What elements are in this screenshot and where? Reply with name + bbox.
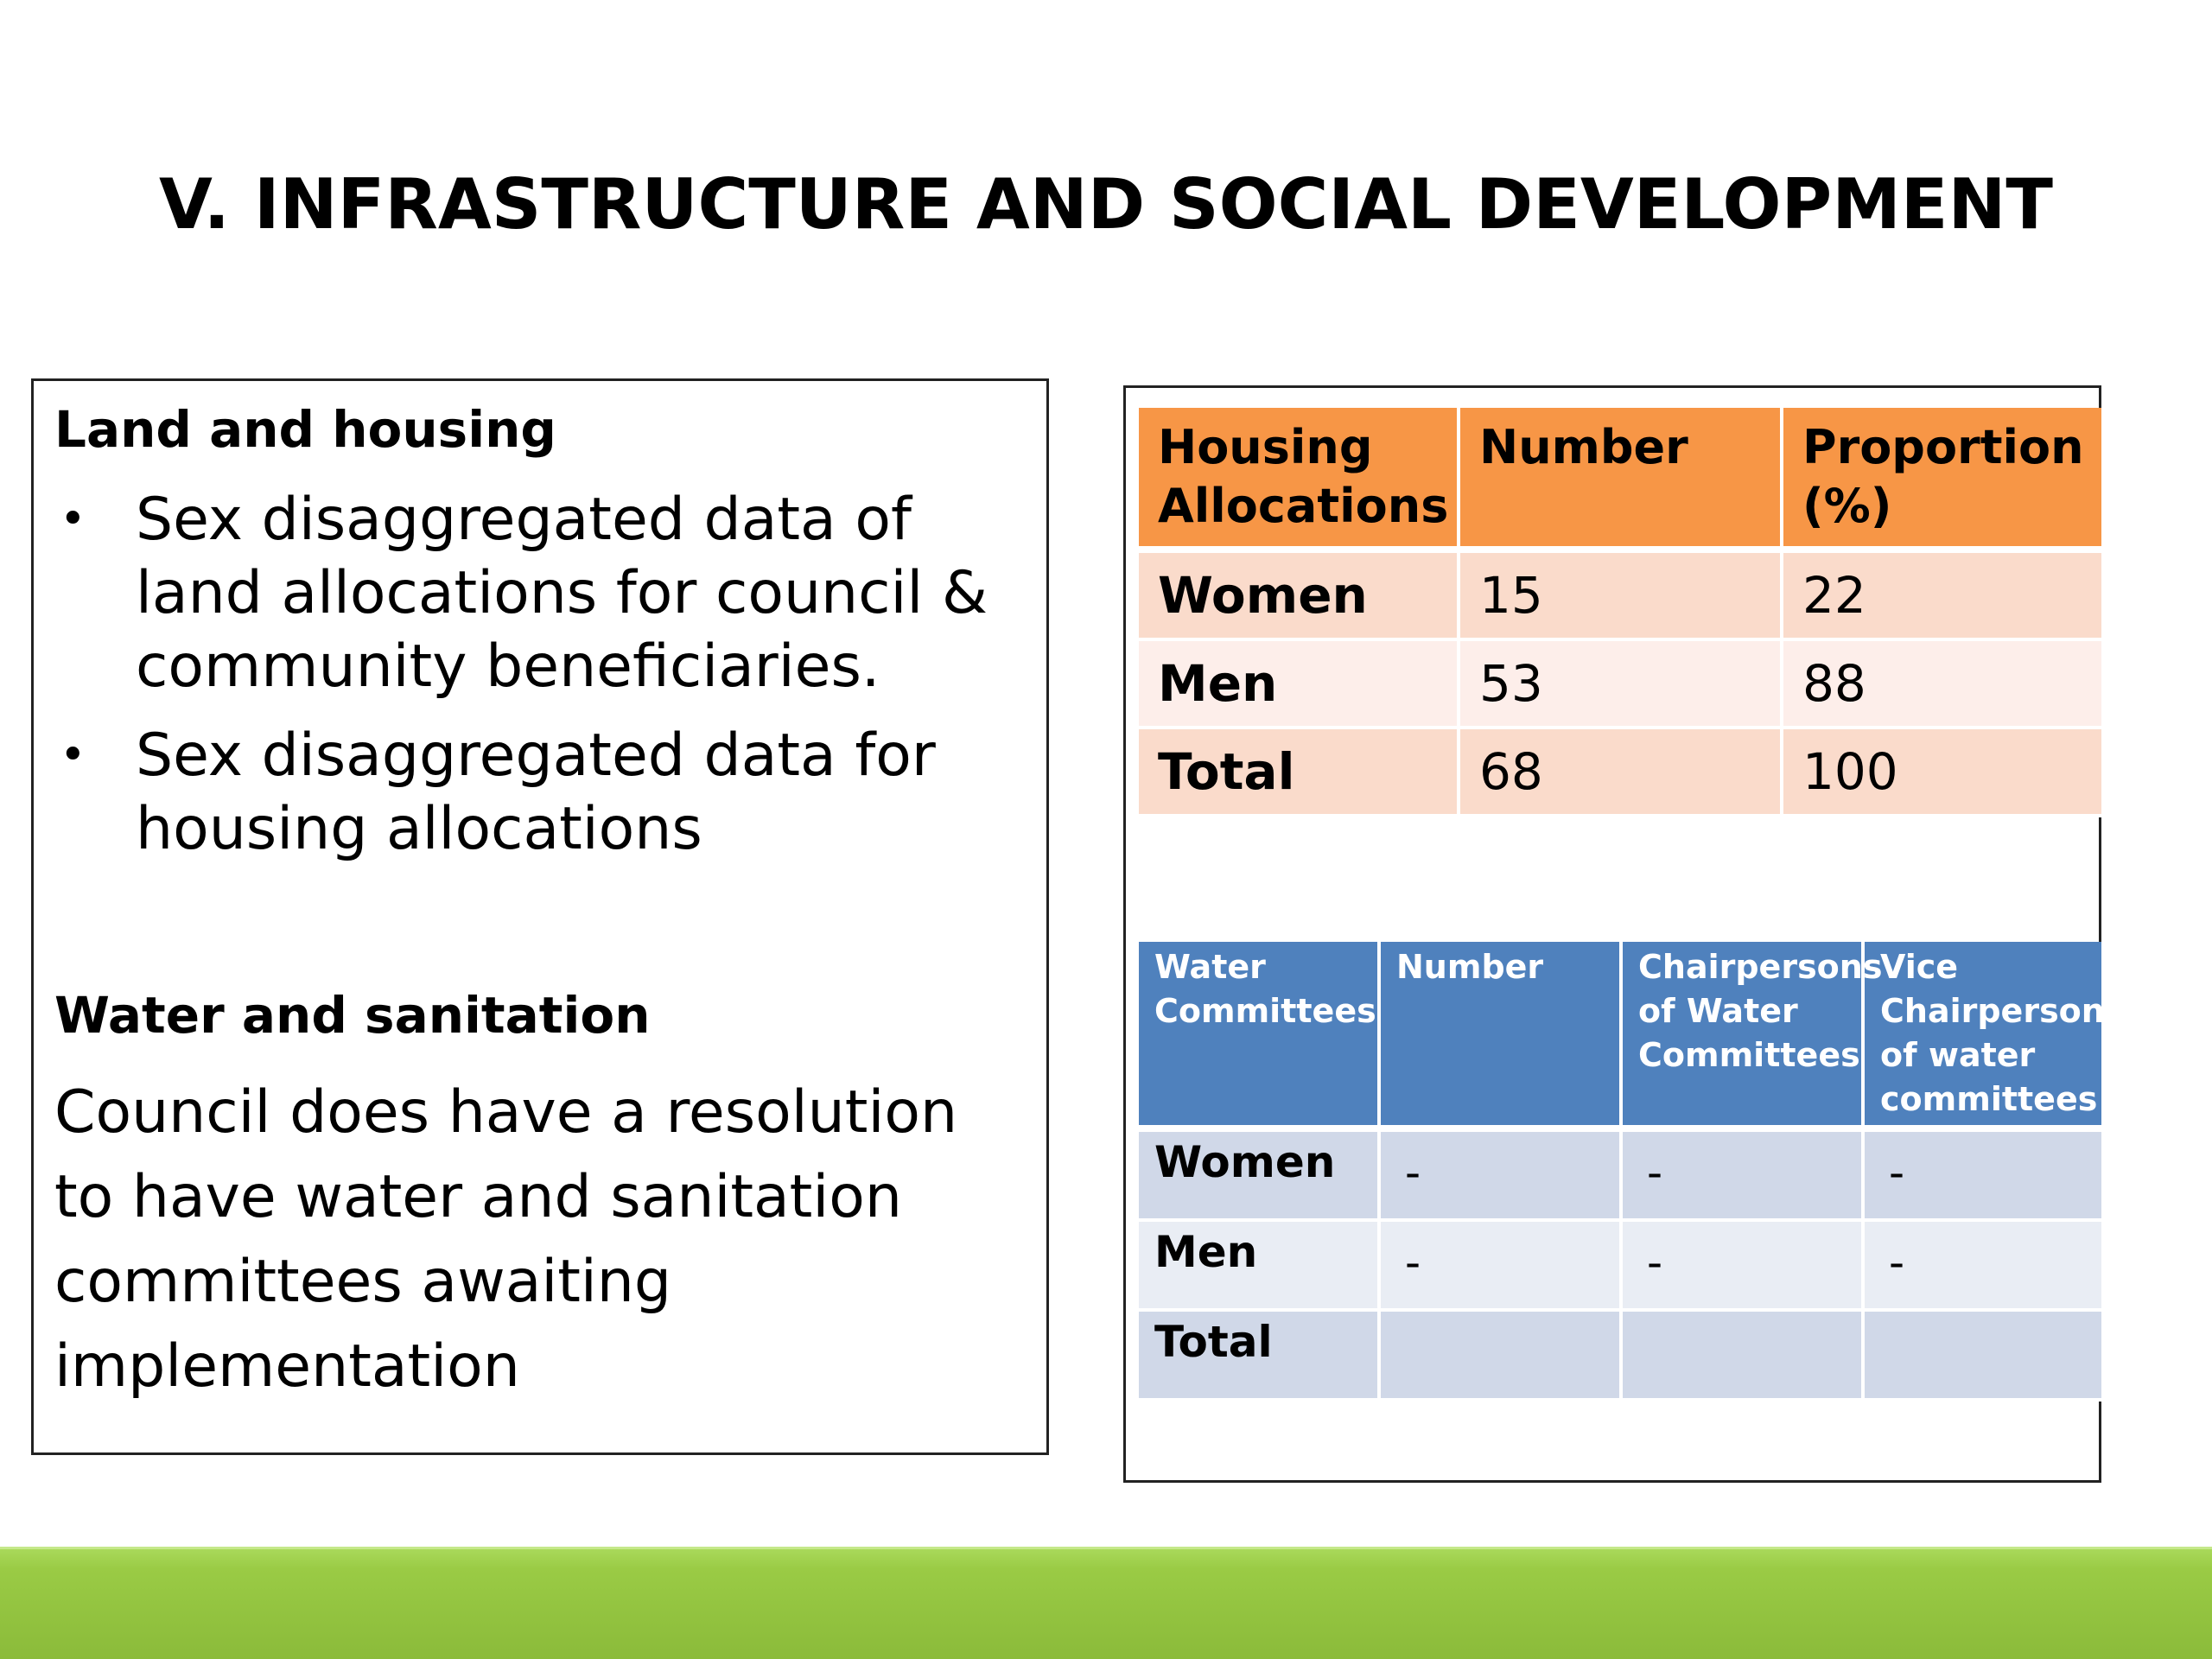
row-label: Total [1139, 1312, 1381, 1402]
table-row: Men - - - [1139, 1222, 2105, 1312]
cell-chairpersons [1623, 1312, 1865, 1402]
bullet-text: Sex disaggregated data of land allocatio… [136, 486, 988, 701]
bullet-text: Sex disaggregated data for housing alloc… [136, 721, 936, 863]
land-housing-bullets: • Sex disaggregated data of land allocat… [54, 483, 1031, 881]
cell-number: - [1381, 1132, 1623, 1222]
cell-number: 53 [1460, 641, 1783, 729]
table-row: Total 68 100 [1139, 729, 2105, 817]
water-sanitation-text: Council does have a resolution to have w… [54, 1078, 958, 1401]
cell-proportion: 100 [1783, 729, 2105, 817]
cell-vice-chairpersons: - [1865, 1222, 2105, 1312]
header-number: Number [1460, 408, 1783, 553]
table-header-row: Housing Allocations Number Proportion (%… [1139, 408, 2105, 553]
water-sanitation-heading: Water and sanitation [54, 986, 651, 1045]
cell-number: - [1381, 1222, 1623, 1312]
row-label: Men [1139, 1222, 1381, 1312]
right-tables-box [1123, 385, 2101, 1483]
left-text-box: Land and housing • Sex disaggregated dat… [31, 378, 1049, 1455]
slide-title: V. INFRASTRUCTURE AND SOCIAL DEVELOPMENT [159, 164, 2053, 245]
table-row: Total [1139, 1312, 2105, 1402]
water-committees-table: Water Committees Number Chairpersons of … [1139, 942, 2124, 1402]
cell-proportion: 88 [1783, 641, 2105, 729]
land-housing-heading: Land and housing [54, 400, 556, 459]
cell-proportion: 22 [1783, 553, 2105, 641]
header-vice-chairpersons: Vice Chairpersons of water committees [1865, 942, 2124, 1132]
header-water-committees: Water Committees [1139, 942, 1381, 1132]
header-chairpersons: Chairpersons of Water Committees [1623, 942, 1882, 1132]
row-label: Women [1139, 1132, 1381, 1222]
bullet-dot: • [60, 729, 86, 781]
header-proportion: Proportion (%) [1783, 408, 2105, 553]
table-row: Women 15 22 [1139, 553, 2105, 641]
cell-vice-chairpersons [1865, 1312, 2105, 1402]
footer-bar [0, 1547, 2212, 1659]
bullet-dot: • [60, 493, 86, 545]
table-row: Women - - - [1139, 1132, 2105, 1222]
header-number: Number [1381, 942, 1623, 1132]
cell-vice-chairpersons: - [1865, 1132, 2105, 1222]
cell-number: 68 [1460, 729, 1783, 817]
cell-number [1381, 1312, 1623, 1402]
cell-chairpersons: - [1623, 1222, 1865, 1312]
bullet-item: • Sex disaggregated data for housing all… [54, 719, 1031, 866]
cell-chairpersons: - [1623, 1132, 1865, 1222]
table-header-row: Water Committees Number Chairpersons of … [1139, 942, 2124, 1132]
row-label: Men [1139, 641, 1460, 729]
header-housing-allocations: Housing Allocations [1139, 408, 1460, 553]
table-row: Men 53 88 [1139, 641, 2105, 729]
bullet-item: • Sex disaggregated data of land allocat… [54, 483, 1031, 703]
cell-number: 15 [1460, 553, 1783, 641]
row-label: Women [1139, 553, 1460, 641]
row-label: Total [1139, 729, 1460, 817]
housing-allocations-table: Housing Allocations Number Proportion (%… [1139, 408, 2105, 817]
